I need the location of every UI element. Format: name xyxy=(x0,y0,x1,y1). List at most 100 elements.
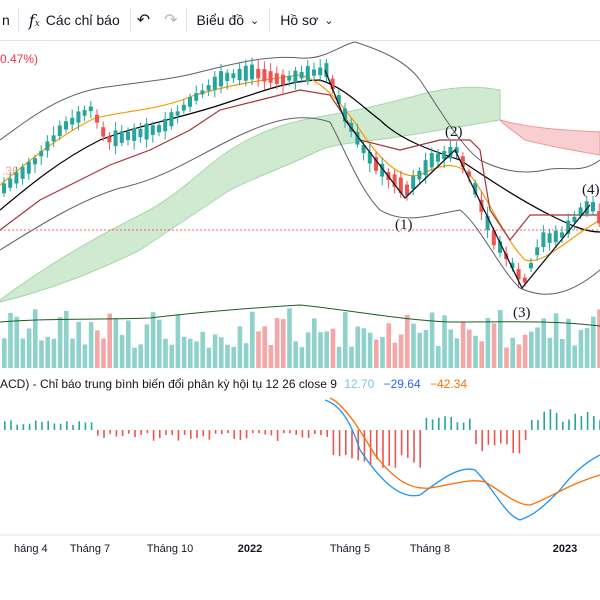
volume-bar xyxy=(312,318,317,368)
candle-body xyxy=(436,153,440,162)
candle-body xyxy=(423,160,428,176)
candle-body xyxy=(57,125,62,136)
macd-hist-bar xyxy=(16,424,18,430)
candle-body xyxy=(547,233,552,243)
candle-body xyxy=(398,177,403,194)
candle-body xyxy=(380,163,385,177)
ichimoku-cloud-bullish xyxy=(0,86,501,303)
macd-hist-bar xyxy=(456,422,459,430)
volume-bar xyxy=(138,344,143,368)
candle-body xyxy=(26,161,31,174)
volume-bar xyxy=(411,323,416,368)
chart-menu-button[interactable]: Biểu đồ ⌄ xyxy=(187,0,270,40)
macd-hist-bar xyxy=(543,411,545,430)
ema-line xyxy=(0,74,600,262)
macd-hist-bar xyxy=(165,430,167,435)
macd-hist-bar xyxy=(66,421,68,430)
macd-hist-bar xyxy=(326,430,328,437)
macd-hist-bar xyxy=(475,430,477,445)
volume-bar xyxy=(113,318,119,368)
elliott-wave-lines xyxy=(324,69,591,290)
volume-bar xyxy=(305,332,311,368)
price-change-percent: 0.47%) xyxy=(0,52,39,66)
time-tick-label: 2022 xyxy=(238,543,262,555)
volume-bar xyxy=(467,329,472,368)
candle-body xyxy=(529,262,533,269)
macd-value: −29.64 xyxy=(383,377,421,391)
indicators-button[interactable]: fx Các chỉ báo xyxy=(19,0,130,40)
candle-body xyxy=(14,172,19,184)
macd-hist-bar xyxy=(264,430,266,435)
volume-bar xyxy=(367,332,373,368)
macd-hist-bar xyxy=(444,416,446,430)
candle-body xyxy=(367,152,372,164)
time-tick-label: Tháng 8 xyxy=(410,543,450,555)
volume-bar xyxy=(157,319,162,368)
candle-body xyxy=(374,157,378,171)
candlestick-series xyxy=(2,57,600,289)
candle-body xyxy=(200,90,205,95)
volume-bar xyxy=(442,315,447,368)
candle-body xyxy=(591,202,595,212)
volume-bar xyxy=(553,313,559,368)
candle-body xyxy=(392,174,397,187)
macd-line xyxy=(324,399,600,521)
macd-hist-bar xyxy=(72,424,74,430)
candle-body xyxy=(64,121,68,130)
profile-menu-button[interactable]: Hồ sơ ⌄ xyxy=(270,0,343,40)
candle-body xyxy=(274,73,279,84)
candle-body xyxy=(231,73,236,79)
candle-body xyxy=(330,78,335,90)
candle-body xyxy=(597,211,600,224)
undo-icon: ↶ xyxy=(136,12,151,29)
candle-body xyxy=(175,111,180,116)
volume-bar xyxy=(436,345,441,368)
candle-body xyxy=(225,72,230,82)
candle-body xyxy=(219,71,223,87)
volume-bar xyxy=(330,328,336,368)
volume-bar xyxy=(268,344,274,368)
volume-bar xyxy=(2,338,7,368)
undo-button[interactable]: ↶ xyxy=(131,0,156,40)
price-chart[interactable]: (1) (2) (3) (4) háng 4 Tháng 7 Tháng 10 202… xyxy=(0,40,600,600)
macd-hist-bar xyxy=(388,430,390,466)
candle-body xyxy=(305,66,310,82)
volume-bar xyxy=(423,330,429,368)
macd-hist-bar xyxy=(140,430,142,435)
candle-body xyxy=(144,123,149,140)
volume-bar xyxy=(181,336,187,368)
time-tick-label: Tháng 5 xyxy=(330,543,370,555)
volume-bar xyxy=(88,322,94,368)
volume-bar xyxy=(417,332,422,368)
candle-body xyxy=(411,176,416,190)
macd-hist-bar xyxy=(221,430,223,435)
time-tick-label: Tháng 10 xyxy=(147,543,193,555)
candle-body xyxy=(188,96,192,107)
toolbar-clipped-item[interactable]: n xyxy=(0,0,18,40)
candle-body xyxy=(405,184,409,196)
macd-hist-bar xyxy=(481,430,483,452)
macd-hist-bar xyxy=(47,420,49,430)
candle-body xyxy=(76,111,81,123)
redo-button[interactable]: ↷ xyxy=(156,0,185,40)
volume-bar xyxy=(256,331,261,368)
volume-bar xyxy=(8,312,13,368)
volume-bar xyxy=(429,312,435,368)
function-icon: fx xyxy=(28,10,40,30)
candle-body xyxy=(491,230,496,246)
macd-hist-bar xyxy=(537,419,539,430)
macd-hist-bar xyxy=(580,416,583,430)
macd-hist-bar xyxy=(134,430,136,438)
macd-hist-bar xyxy=(78,421,80,430)
volume-bar xyxy=(82,344,88,368)
volume-bar xyxy=(150,312,156,368)
volume-bar xyxy=(392,342,398,368)
macd-hist-bar xyxy=(22,424,25,430)
macd-hist-bar xyxy=(431,419,434,430)
macd-hist-bar xyxy=(4,421,6,430)
macd-hist-bar xyxy=(351,430,353,459)
time-tick-label: háng 4 xyxy=(14,543,48,555)
volume-bar xyxy=(95,330,100,368)
volume-bar xyxy=(566,318,571,368)
volume-bar xyxy=(144,324,150,368)
